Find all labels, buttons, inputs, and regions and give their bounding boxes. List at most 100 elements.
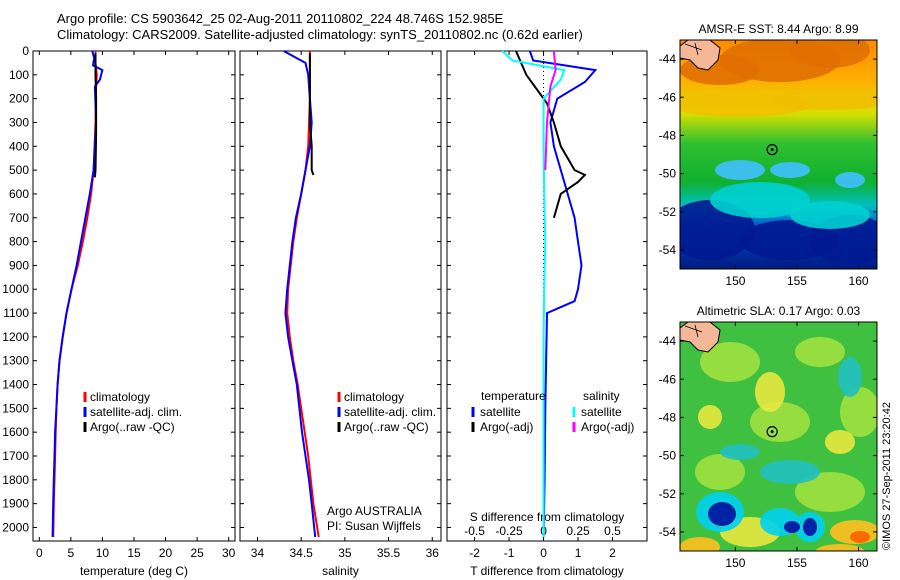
map-feature — [825, 430, 855, 454]
salinity-xtick-label: 36 — [426, 546, 440, 560]
sst-map-frame — [679, 39, 878, 270]
depth-tick-label: 1900 — [2, 497, 29, 511]
depth-tick-label: 1800 — [2, 473, 29, 487]
map-feature — [795, 337, 845, 367]
sst-map-ytick-label: -54 — [659, 243, 677, 257]
difference-xtick-label: -1 — [504, 546, 515, 560]
argo-position-marker — [766, 144, 778, 156]
sla-map-xtick-label: 150 — [725, 556, 745, 570]
salinity-legend-label: climatology — [344, 390, 404, 404]
temperature-xtick-label: 5 — [68, 546, 75, 560]
depth-tick-label: 500 — [9, 163, 29, 177]
difference-series-temperature-argo-adj- — [515, 50, 587, 219]
argo-position-marker — [766, 426, 778, 438]
sla-map-ytick-label: -50 — [659, 449, 677, 463]
sst-map-xtick-label: 150 — [725, 274, 745, 288]
sla-map-ytick-label: -54 — [659, 525, 677, 539]
depth-tick-label: 1700 — [2, 449, 29, 463]
temperature-xlabel: temperature (deg C) — [80, 564, 188, 578]
salinity-legend-label: Argo(..raw -QC) — [344, 420, 429, 434]
map-feature — [850, 531, 870, 543]
coastline-detail — [684, 324, 703, 338]
depth-tick-label: 1500 — [2, 401, 29, 415]
salinity-xtick-label: 34.5 — [289, 546, 313, 560]
map-feature — [770, 90, 877, 110]
sla-map-field — [680, 322, 877, 551]
map-feature — [710, 182, 810, 218]
sst-map-xtick-label: 160 — [849, 274, 869, 288]
sst-map-ytick-label: -48 — [659, 128, 677, 142]
sla-map-ytick-label: -44 — [659, 334, 677, 348]
legend-temp-label: satellite — [480, 405, 521, 419]
temperature-xtick-label: 15 — [127, 546, 141, 560]
depth-tick-label: 100 — [9, 68, 29, 82]
legend-temp-label: Argo(-adj) — [480, 420, 533, 434]
map-feature — [760, 460, 820, 484]
sst-map-title: AMSR-E SST: 8.44 Argo: 8.99 — [698, 22, 858, 36]
salinity-xtick-label: 35 — [338, 546, 352, 560]
map-feature — [840, 387, 877, 437]
temperature-xtick-label: 0 — [36, 546, 43, 560]
map-feature — [770, 162, 810, 178]
salinity-xtick-label: 35.5 — [377, 546, 401, 560]
sla-map-frame — [679, 321, 878, 552]
salinity-diff-tick-label: -0.25 — [495, 524, 523, 538]
salinity-xtick-label: 34 — [251, 546, 265, 560]
legend-salinity-heading: salinity — [583, 389, 620, 403]
argo-position-dot — [770, 148, 774, 152]
imos-timestamp: ©IMOS 27-Sep-2011 23:20:42 — [881, 402, 893, 550]
legend-sal-label: satellite — [581, 405, 622, 419]
coastline-tasmania — [680, 322, 721, 353]
map-feature — [838, 357, 862, 397]
depth-tick-label: 2000 — [2, 520, 29, 534]
map-feature — [700, 342, 760, 382]
map-feature — [715, 160, 765, 180]
salinity-annotation: Argo AUSTRALIA — [327, 504, 422, 518]
legend-temperature-heading: temperature — [481, 389, 546, 403]
sla-map-xtick-label: 160 — [849, 556, 869, 570]
depth-tick-label: 200 — [9, 92, 29, 106]
depth-tick-label: 1000 — [2, 282, 29, 296]
sst-map-panel: AMSR-E SST: 8.44 Argo: 8.99 -44 -46 -48 -50 -… — [659, 22, 878, 288]
sst-map-field — [680, 40, 877, 269]
map-feature — [790, 201, 870, 229]
salinity-diff-tick-label: 0.25 — [566, 524, 590, 538]
salinity-diff-tick-label: -0.5 — [464, 524, 485, 538]
temperature-xtick-label: 10 — [96, 546, 110, 560]
legend-sal-label: Argo(-adj) — [581, 420, 634, 434]
depth-tick-label: 800 — [9, 235, 29, 249]
sla-map-ytick-label: -48 — [659, 410, 677, 424]
sla-map-title: Altimetric SLA: 0.17 Argo: 0.03 — [697, 304, 861, 318]
salinity-diff-tick-label: 0.5 — [604, 524, 621, 538]
salinity-legend-label: satellite-adj. clim. — [344, 405, 436, 419]
temperature-xtick-label: 25 — [190, 546, 204, 560]
temperature-series-argo-raw-qc- — [93, 53, 98, 178]
temperature-frame — [32, 50, 236, 542]
temperature-legend-label: climatology — [90, 390, 150, 404]
temperature-legend-label: Argo(..raw -QC) — [90, 420, 175, 434]
sst-map-ytick-label: -44 — [659, 52, 677, 66]
sst-map-xtick-label: 155 — [787, 274, 807, 288]
map-feature — [708, 502, 736, 526]
map-feature — [720, 444, 760, 460]
depth-tick-label: 1200 — [2, 330, 29, 344]
depth-tick-label: 600 — [9, 187, 29, 201]
depth-tick-label: 1100 — [3, 306, 29, 320]
sst-map-ytick-label: -46 — [659, 90, 677, 104]
temperature-xtick-label: 20 — [159, 546, 173, 560]
difference-xtick-label: 1 — [575, 546, 582, 560]
map-feature — [835, 172, 865, 188]
sla-map-ytick-label: -52 — [659, 487, 677, 501]
depth-tick-label: 1400 — [2, 378, 29, 392]
difference-panel: -2 -1 0 1 2 T difference from climatology -0.5… — [446, 50, 648, 578]
sst-map-ytick-label: -50 — [659, 167, 677, 181]
difference-xtick-label: -2 — [469, 546, 480, 560]
map-feature — [680, 537, 720, 551]
sla-map-ytick-label: -46 — [659, 372, 677, 386]
depth-tick-label: 700 — [9, 211, 29, 225]
map-feature — [790, 40, 870, 68]
temperature-legend-label: satellite-adj. clim. — [90, 405, 182, 419]
sla-map-panel: Altimetric SLA: 0.17 Argo: 0.03 -44 -46 -48… — [659, 304, 878, 570]
temperature-panel: 0100200300400500600700800900100011001200… — [2, 44, 235, 578]
